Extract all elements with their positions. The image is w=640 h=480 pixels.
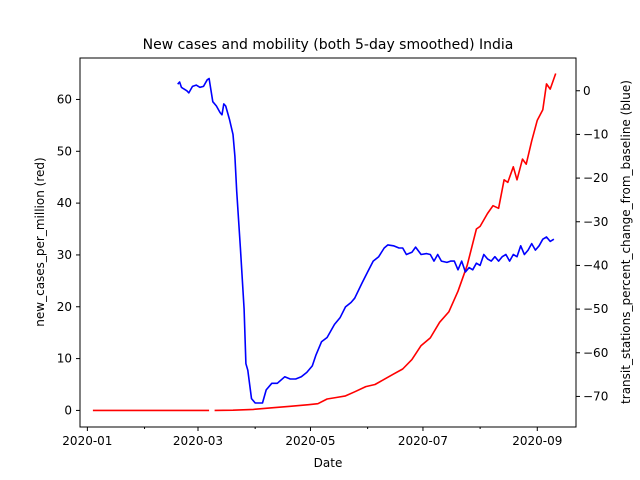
x-tick-label: 2020-03 bbox=[173, 434, 223, 448]
y-left-tick-label: 20 bbox=[57, 300, 72, 314]
y-left-tick-label: 40 bbox=[57, 196, 72, 210]
y-right-tick-label: −30 bbox=[583, 215, 608, 229]
series-mobility-line-0 bbox=[177, 77, 555, 404]
y-right-tick-label: −50 bbox=[583, 302, 608, 316]
plot-layer: 2020-01 2020-03 2020-05 2020-07 2020-09 0 10 20… bbox=[57, 57, 608, 448]
y-right-tick-label: −10 bbox=[583, 127, 608, 141]
y-axis-left-label: new_cases_per_million (red) bbox=[33, 157, 47, 326]
y-right-tick-label: −70 bbox=[583, 389, 608, 403]
y-left-tick-label: 60 bbox=[57, 92, 72, 106]
y-left-tick-label: 10 bbox=[57, 352, 72, 366]
y-right-tick-label: −40 bbox=[583, 258, 608, 272]
y-left-tick-label: 30 bbox=[57, 248, 72, 262]
series-cases-line-1 bbox=[214, 73, 557, 412]
x-axis-label: Date bbox=[314, 456, 343, 470]
x-tick-label: 2020-01 bbox=[62, 434, 112, 448]
y-left-tick-label: 50 bbox=[57, 144, 72, 158]
x-tick-label: 2020-05 bbox=[285, 434, 335, 448]
chart-title: New cases and mobility (both 5-day smoot… bbox=[143, 37, 514, 53]
x-tick-label: 2020-07 bbox=[398, 434, 448, 448]
y-axis-right-label: transit_stations_percent_change_from_bas… bbox=[619, 80, 633, 404]
y-right-tick-label: −20 bbox=[583, 171, 608, 185]
y-left-tick-label: 0 bbox=[64, 403, 72, 417]
x-tick-label: 2020-09 bbox=[512, 434, 562, 448]
y-right-tick-label: 0 bbox=[583, 84, 591, 98]
y-right-tick-label: −60 bbox=[583, 346, 608, 360]
plot-frame bbox=[79, 57, 577, 428]
